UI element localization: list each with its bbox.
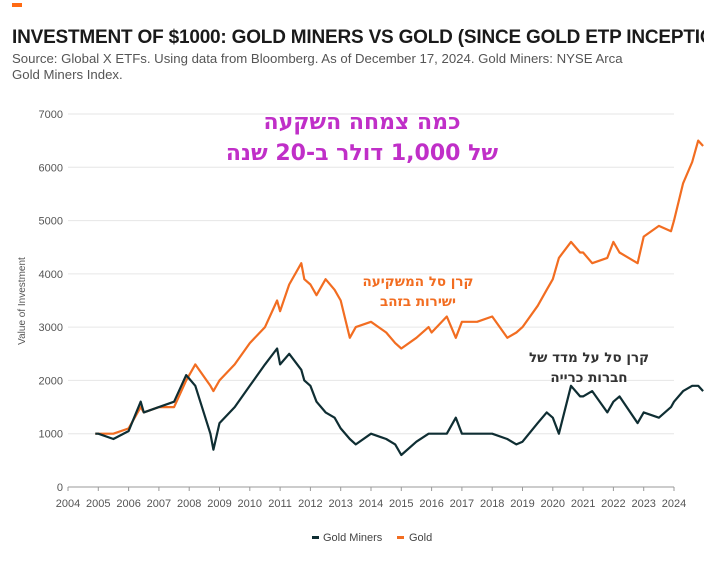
x-tick-label: 2016 bbox=[419, 498, 443, 510]
x-tick-label: 2015 bbox=[389, 498, 413, 510]
y-tick-label: 3000 bbox=[39, 322, 63, 334]
x-tick-label: 2023 bbox=[631, 498, 655, 510]
legend-swatch-gold bbox=[397, 536, 404, 539]
x-tick-label: 2008 bbox=[177, 498, 201, 510]
x-tick-label: 2005 bbox=[86, 498, 110, 510]
x-tick-label: 2021 bbox=[571, 498, 595, 510]
x-tick-label: 2022 bbox=[601, 498, 625, 510]
x-tick-label: 2009 bbox=[207, 498, 231, 510]
x-tick-label: 2020 bbox=[541, 498, 565, 510]
legend-swatch-gold-miners bbox=[312, 536, 319, 539]
x-tick-label: 2017 bbox=[450, 498, 474, 510]
legend-label-gold-miners: Gold Miners bbox=[323, 532, 383, 544]
gold-annotation-line2: ישירות בזהב bbox=[380, 294, 456, 310]
headline-annotation-line2: של 1,000 דולר ב-20 שנה bbox=[226, 141, 499, 166]
y-tick-label: 2000 bbox=[39, 375, 63, 387]
x-axis-ticks: 2004 2005 2006 2007 2008 2009 2010 2011 2012 2013… bbox=[56, 487, 686, 510]
x-tick-label: 2010 bbox=[238, 498, 262, 510]
headline-annotation-line1: כמה צמחה השקעה bbox=[263, 110, 460, 135]
legend: Gold Miners Gold bbox=[312, 532, 432, 544]
x-tick-label: 2013 bbox=[328, 498, 352, 510]
x-tick-label: 2006 bbox=[116, 498, 140, 510]
x-tick-label: 2012 bbox=[298, 498, 322, 510]
x-tick-label: 2024 bbox=[662, 498, 686, 510]
x-tick-label: 2019 bbox=[510, 498, 534, 510]
accent-bar bbox=[12, 3, 22, 7]
y-tick-label: 7000 bbox=[39, 109, 63, 121]
chart-title: INVESTMENT OF $1000: GOLD MINERS VS GOLD… bbox=[12, 27, 704, 48]
x-tick-label: 2018 bbox=[480, 498, 504, 510]
y-tick-label: 6000 bbox=[39, 162, 63, 174]
x-tick-label: 2014 bbox=[359, 498, 383, 510]
y-tick-label: 5000 bbox=[39, 216, 63, 228]
y-axis-ticks: 0 1000 2000 3000 4000 5000 6000 7000 bbox=[39, 109, 63, 494]
y-tick-label: 1000 bbox=[39, 429, 63, 441]
series-lines bbox=[95, 139, 704, 457]
miners-annotation-line2: חברות כרייה bbox=[550, 370, 627, 386]
gold-annotation-line1: קרן סל המשקיעה bbox=[363, 274, 474, 290]
gold-miners-series-line bbox=[95, 347, 704, 457]
y-tick-label: 0 bbox=[57, 482, 63, 494]
miners-annotation-line1: קרן סל על מדד של bbox=[529, 350, 649, 366]
gold-series-line bbox=[95, 139, 704, 435]
x-tick-label: 2011 bbox=[268, 498, 292, 510]
y-axis-label: Value of Investment bbox=[17, 257, 28, 345]
legend-label-gold: Gold bbox=[409, 532, 432, 544]
chart-subtitle: Source: Global X ETFs. Using data from B… bbox=[12, 51, 623, 82]
x-tick-label: 2007 bbox=[147, 498, 171, 510]
grid-lines bbox=[68, 113, 674, 435]
x-tick-label: 2004 bbox=[56, 498, 80, 510]
y-tick-label: 4000 bbox=[39, 269, 63, 281]
